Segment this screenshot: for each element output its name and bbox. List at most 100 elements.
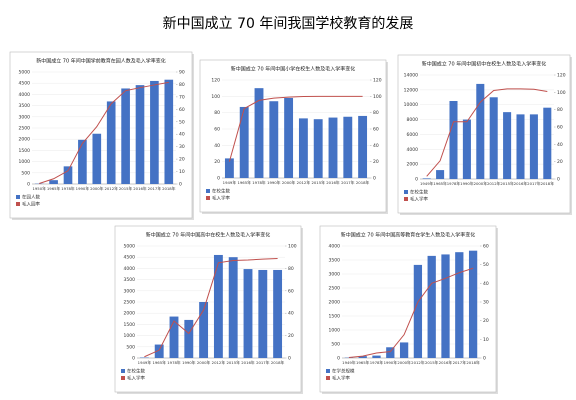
- line: [228, 95, 363, 162]
- legend-swatch: [16, 202, 20, 206]
- bar: [284, 97, 294, 178]
- bar: [358, 356, 367, 358]
- bar: [343, 116, 353, 178]
- x-tick-label: 1965年: [356, 360, 370, 365]
- bar: [258, 269, 268, 358]
- bar: [224, 158, 234, 178]
- y-tick-label: 14000: [404, 73, 418, 79]
- legend-label: 在园人数: [22, 194, 40, 201]
- y-tick-label: 500: [331, 342, 340, 348]
- x-tick-label: 2018年: [466, 360, 480, 365]
- y-tick-label: 2500: [19, 126, 31, 132]
- x-tick-label: 1978年: [370, 360, 384, 365]
- y-tick-label: 2000: [329, 300, 341, 306]
- y-tick-label: 3500: [124, 277, 136, 283]
- chart: 新中国成立 70 年间中国高等教育在学生人数及毛入学率变化05001000150…: [319, 225, 498, 394]
- y2-tick-label: 80: [373, 110, 379, 116]
- bar: [386, 347, 395, 358]
- bar: [92, 133, 102, 184]
- y2-tick-label: 120: [557, 73, 566, 79]
- y2-tick-label: 120: [373, 78, 382, 84]
- y2-tick-label: 80: [179, 82, 185, 88]
- x-tick-label: 1978年: [252, 180, 266, 185]
- chart-title: 新中国成立 70 年间中国初中在校生人数及毛入学率变化: [422, 61, 547, 68]
- x-tick-label: 2015年: [226, 360, 240, 365]
- y2-tick-label: 0: [179, 182, 182, 188]
- legend-label: 毛入学率: [212, 195, 230, 202]
- y2-tick-label: 100: [373, 94, 382, 100]
- bar: [228, 257, 238, 358]
- x-tick-label: 1990年: [182, 360, 196, 365]
- x-tick-label: 1965年: [237, 180, 251, 185]
- bar: [150, 80, 159, 184]
- x-tick-label: 1990年: [76, 186, 90, 191]
- x-tick-label: 2012年: [212, 360, 226, 365]
- y-tick-label: 500: [126, 344, 135, 350]
- chart-frame: [319, 225, 497, 393]
- chart: 新中国成立 70 年间中国初中在校生人数及毛入学率变化 0 2000 4000 6000…: [397, 54, 572, 215]
- y-tick-label: 12000: [404, 87, 418, 93]
- y2-tick-label: 10: [179, 169, 185, 175]
- x-tick-label: 2012年: [487, 181, 501, 186]
- y2-tick-label: 50: [483, 262, 489, 268]
- bar: [298, 118, 308, 178]
- x-tick-label: 1949年: [342, 360, 356, 365]
- bar: [121, 88, 130, 184]
- y-tick-label: 4000: [329, 244, 341, 250]
- bar: [135, 85, 145, 184]
- legend-swatch: [121, 376, 125, 380]
- y-tick-label: 0: [415, 177, 418, 183]
- y2-tick-label: 60: [373, 127, 379, 133]
- y2-tick-label: 0: [288, 356, 291, 362]
- bar: [269, 101, 279, 178]
- y-tick-label: 0: [217, 176, 220, 182]
- x-tick-label: 2018年: [162, 186, 176, 191]
- y2-tick-label: 40: [483, 281, 489, 287]
- y2-tick-label: 60: [179, 107, 185, 113]
- x-tick-label: 2018年: [541, 181, 555, 186]
- bar: [184, 319, 194, 358]
- legend-swatch: [206, 189, 210, 193]
- x-tick-label: 1990年: [460, 181, 474, 186]
- y2-tick-label: 20: [373, 159, 379, 165]
- bar: [427, 255, 436, 358]
- y-tick-label: 8000: [407, 117, 419, 123]
- y2-tick-label: 40: [373, 143, 379, 149]
- legend-label: 在学总规模: [332, 368, 355, 375]
- line: [348, 267, 474, 359]
- x-tick-label: 2000年: [282, 180, 296, 185]
- x-tick-label: 1949年: [420, 181, 434, 186]
- y-tick-label: 60: [214, 127, 220, 133]
- y2-tick-label: 40: [179, 132, 185, 138]
- y2-tick-label: 80: [557, 107, 563, 113]
- bar: [63, 166, 73, 184]
- bar: [49, 180, 58, 184]
- x-tick-label: 1965年: [152, 360, 166, 365]
- y-tick-label: 3500: [19, 103, 31, 109]
- y-tick-label: 2000: [124, 311, 136, 317]
- y-tick-label: 3000: [124, 288, 136, 294]
- y-tick-label: 500: [21, 170, 30, 176]
- bar: [441, 254, 450, 358]
- y2-tick-label: 60: [288, 288, 294, 294]
- legend-label: 毛入学率: [410, 196, 428, 203]
- x-tick-label: 2018年: [356, 180, 370, 185]
- legend-swatch: [326, 376, 330, 380]
- x-tick-label: 1990年: [267, 180, 281, 185]
- x-tick-label: 2012年: [411, 360, 425, 365]
- x-tick-label: 2000年: [474, 181, 488, 186]
- legend-label: 毛入园率: [22, 201, 40, 208]
- x-tick-label: 2015年: [119, 186, 133, 191]
- y-tick-label: 2500: [124, 300, 136, 306]
- y-tick-label: 100: [211, 94, 220, 100]
- legend-label: 在校生数: [410, 189, 428, 196]
- y-tick-label: 1500: [329, 314, 341, 320]
- bar: [436, 170, 445, 179]
- x-tick-label: 2000年: [397, 360, 411, 365]
- x-tick-label: 2015年: [425, 360, 439, 365]
- y-tick-label: 20: [214, 159, 220, 165]
- legend-swatch: [16, 195, 20, 199]
- legend-label: 在校生数: [127, 368, 145, 375]
- bar: [199, 302, 209, 358]
